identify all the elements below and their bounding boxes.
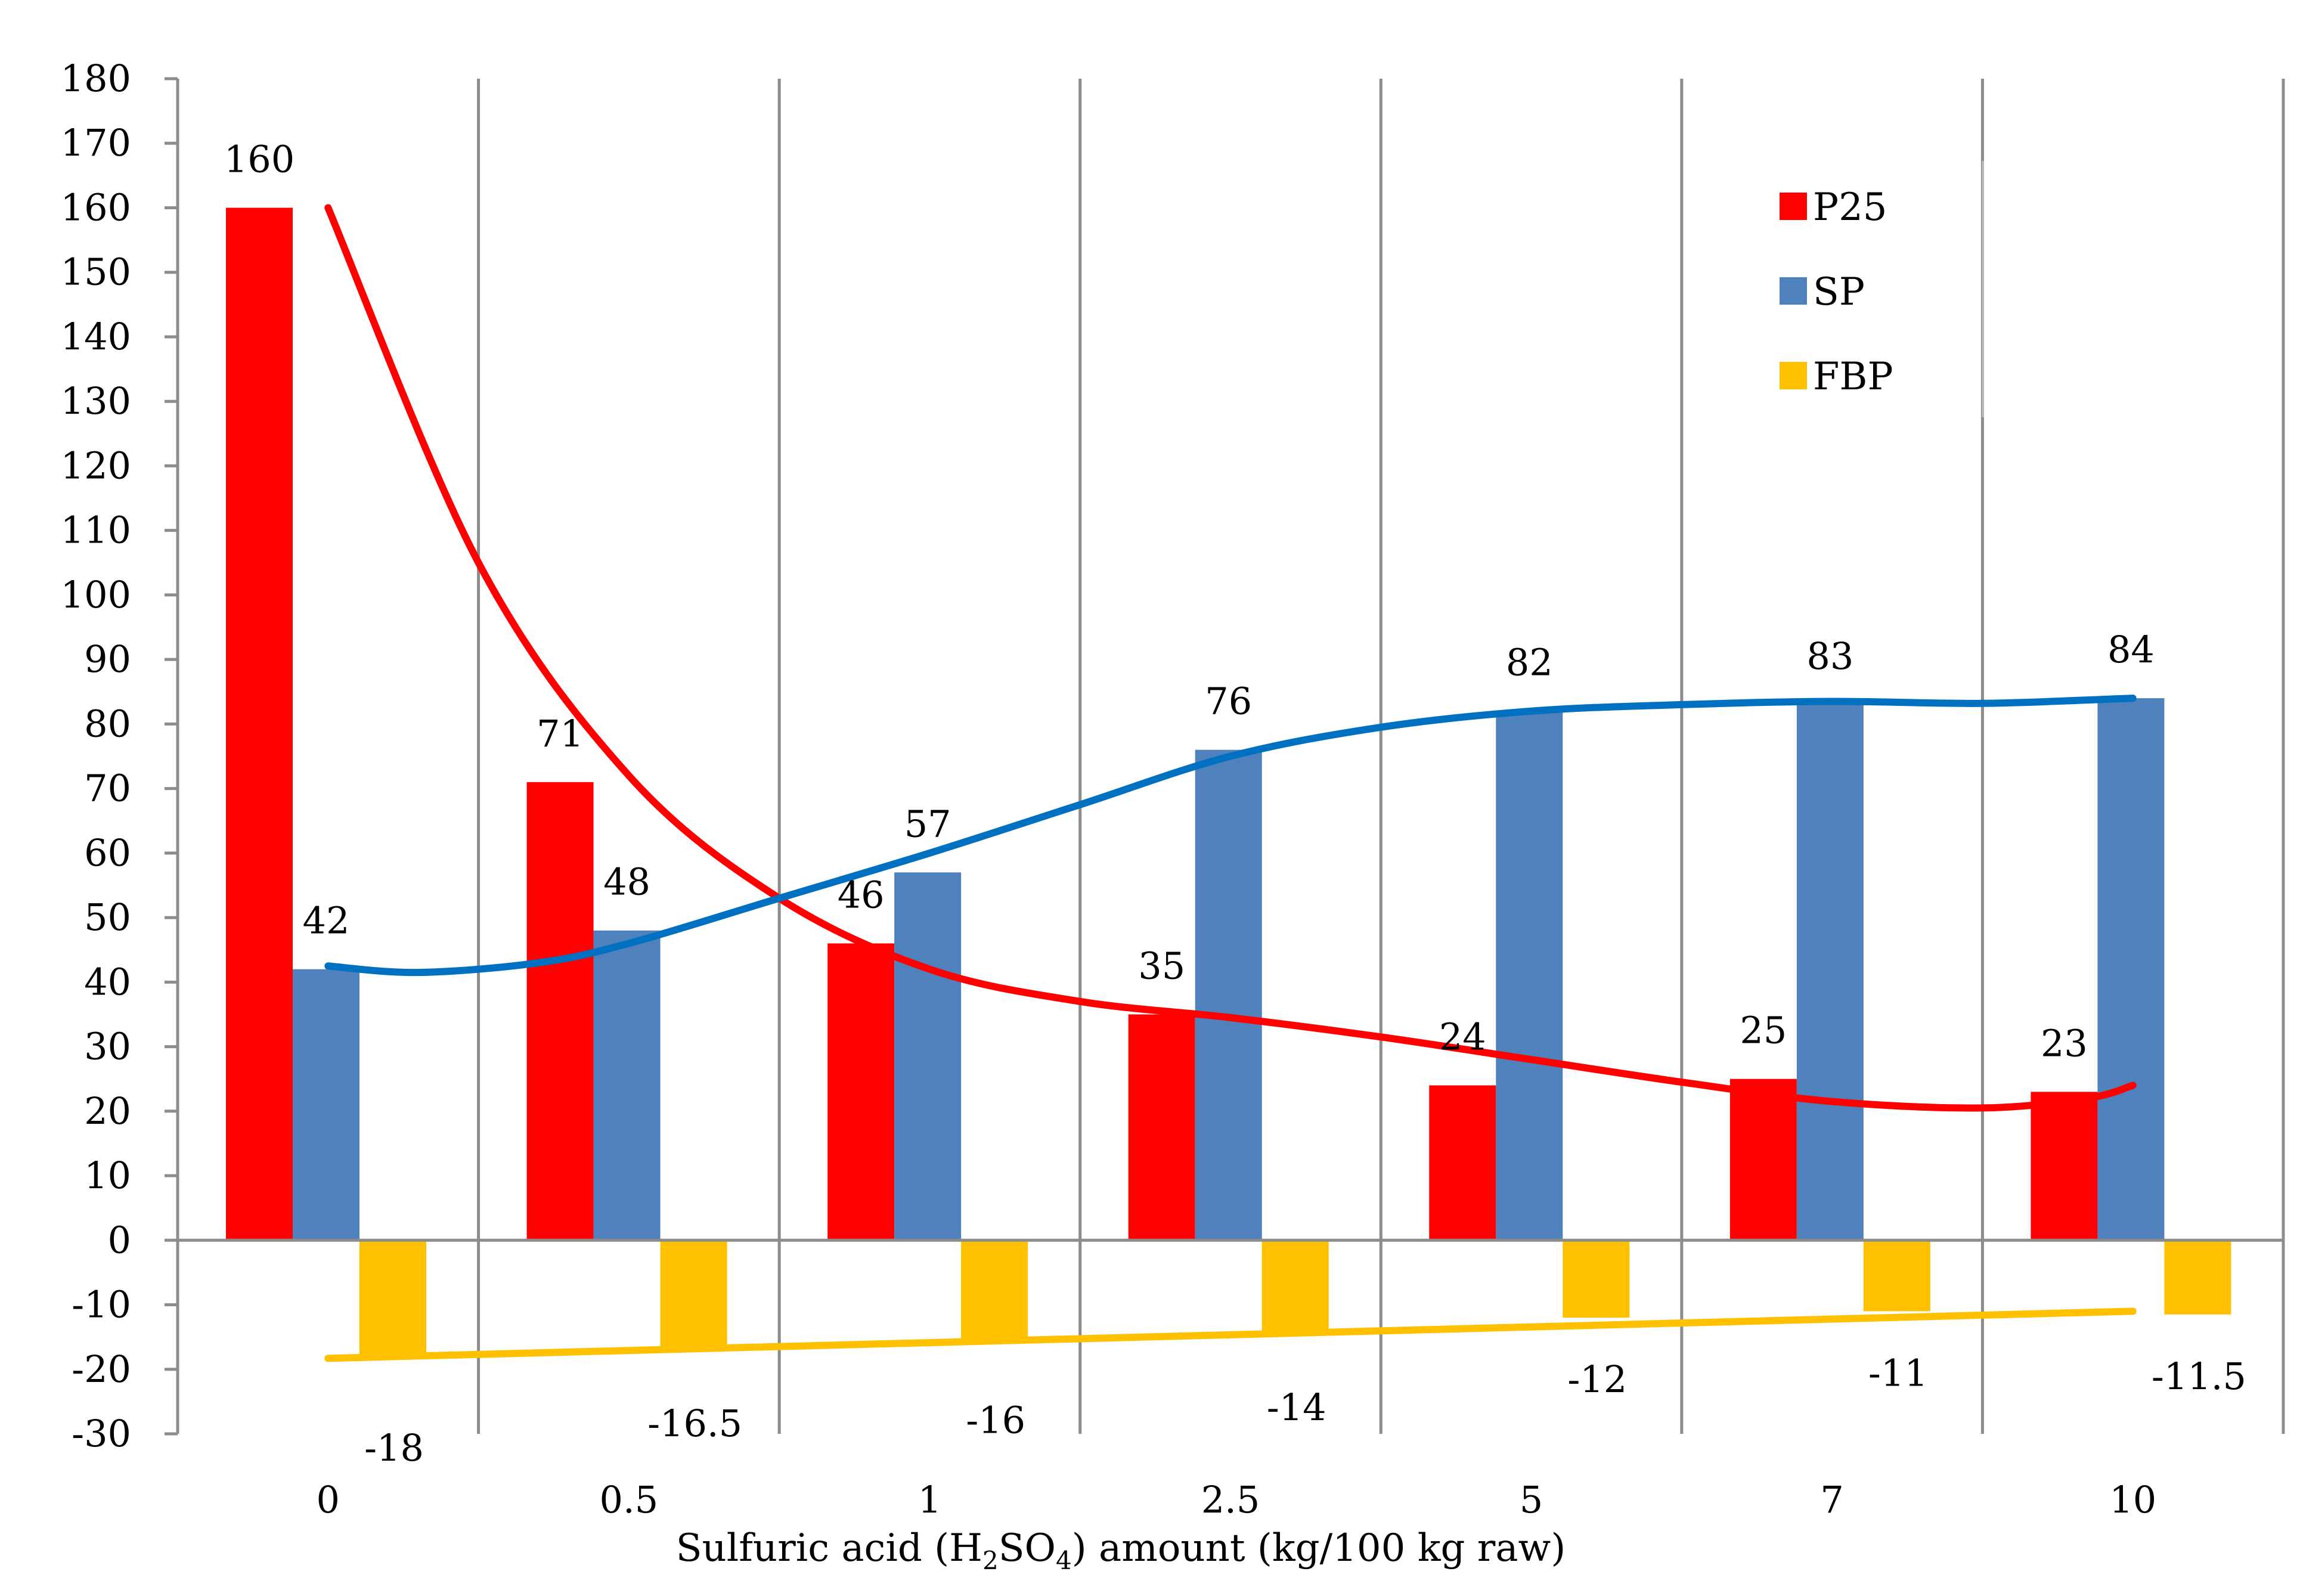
data-label-fbp: -16 (966, 1398, 1025, 1442)
legend-label-sp: SP (1813, 270, 1865, 314)
data-label-sp: 84 (2107, 628, 2155, 671)
x-tick-label: 7 (1820, 1478, 1843, 1521)
bar-p25 (1729, 1079, 1797, 1241)
data-label-p25: 25 (1740, 1009, 1787, 1052)
y-tick-label: 30 (84, 1025, 131, 1068)
x-axis-title-subscript: 2 (982, 1546, 999, 1575)
y-tick-label: 20 (84, 1089, 131, 1133)
bar-fbp (2164, 1240, 2231, 1315)
bars (226, 207, 2231, 1357)
data-label-fbp: -16.5 (647, 1402, 742, 1445)
gridlines (477, 79, 2285, 1434)
data-label-p25: 160 (224, 137, 295, 181)
bar-sp (2097, 698, 2165, 1241)
y-tick-label: 160 (61, 185, 131, 229)
data-label-fbp: -18 (364, 1426, 424, 1470)
bar-p25 (226, 207, 293, 1241)
y-tick-label: -30 (72, 1412, 131, 1455)
bar-sp (1796, 704, 1864, 1241)
data-label-fbp: -14 (1267, 1386, 1326, 1429)
y-tick-label: 70 (84, 767, 131, 810)
y-tick-label: -10 (72, 1283, 131, 1327)
x-tick-label: 0.5 (600, 1478, 659, 1521)
data-label-sp: 83 (1806, 634, 1853, 678)
data-label-sp: 42 (303, 899, 350, 943)
trendlines (324, 204, 2137, 1362)
y-tick-label: 170 (61, 121, 131, 165)
data-label-fbp: -12 (1567, 1358, 1627, 1401)
data-label-p25: 46 (838, 873, 885, 916)
trendline-fbp (324, 1307, 2137, 1362)
bar-fbp (961, 1240, 1028, 1344)
data-label-sp: 57 (904, 802, 951, 845)
y-tick-label: 140 (61, 315, 131, 358)
x-axis-title-subscript: 4 (1056, 1546, 1072, 1575)
bar-p25 (1128, 1014, 1195, 1241)
bar-sp (1195, 749, 1262, 1241)
y-tick-label: 0 (108, 1218, 131, 1262)
legend-swatch-p25 (1780, 193, 1807, 220)
bar-sp (593, 930, 661, 1241)
y-tick-label: -20 (72, 1347, 131, 1391)
bar-fbp (1563, 1240, 1630, 1318)
bar-sp (1496, 711, 1563, 1241)
bar-p25 (1429, 1085, 1496, 1241)
x-axis-title-part: Sulfuric acid (H (676, 1526, 982, 1570)
y-tick-label: 90 (84, 637, 131, 681)
data-label-fbp: -11 (1868, 1351, 1928, 1394)
x-tick-label: 1 (918, 1478, 941, 1521)
x-axis-title: Sulfuric acid (H2SO4) amount (kg/100 kg … (676, 1526, 1566, 1575)
data-labels: 160 71 46 35 24 25 23 42 48 57 76 82 83 84 -18 -16.5 -16… (224, 137, 2246, 1470)
y-tick-label: 100 (61, 573, 131, 616)
data-label-p25: 35 (1138, 944, 1185, 987)
x-tick-label: 2.5 (1201, 1478, 1260, 1521)
axes: -30-20-100102030405060708090100110120130… (61, 57, 2283, 1521)
legend-swatch-fbp (1780, 362, 1807, 389)
bar-p25 (2031, 1092, 2098, 1241)
data-label-sp: 82 (1506, 641, 1553, 684)
bar-p25 (526, 782, 594, 1241)
data-label-p25: 24 (1439, 1015, 1486, 1059)
bar-fbp (660, 1240, 727, 1347)
y-tick-label: 130 (61, 379, 131, 423)
y-tick-label: 150 (61, 250, 131, 294)
x-axis-title-part: SO (999, 1526, 1056, 1570)
data-label-fbp: -11.5 (2152, 1355, 2246, 1398)
legend-label-p25: P25 (1813, 185, 1887, 230)
x-tick-label: 5 (1520, 1478, 1543, 1521)
x-axis-title-part: ) amount (kg/100 kg raw) (1072, 1526, 1566, 1570)
data-label-sp: 76 (1205, 680, 1252, 723)
y-tick-label: 50 (84, 895, 131, 939)
legend-label-fbp: FBP (1813, 355, 1893, 399)
data-label-p25: 71 (537, 712, 584, 755)
y-tick-label: 110 (61, 509, 131, 552)
y-tick-label: 40 (84, 960, 131, 1003)
bar-sp (293, 969, 359, 1241)
x-tick-label: 10 (2109, 1478, 2156, 1521)
bar-sp (894, 872, 962, 1241)
y-tick-label: 120 (61, 444, 131, 487)
x-tick-label: 0 (317, 1478, 340, 1521)
y-tick-label: 10 (84, 1154, 131, 1197)
y-tick-label: 80 (84, 702, 131, 745)
bar-fbp (359, 1240, 426, 1357)
bar-p25 (827, 943, 895, 1241)
y-tick-label: 60 (84, 831, 131, 875)
y-tick-label: 180 (61, 57, 131, 100)
bar-fbp (1863, 1240, 1930, 1312)
legend-swatch-sp (1780, 277, 1807, 305)
data-label-sp: 48 (603, 860, 650, 904)
legend: P25 SP FBP (1780, 161, 1984, 417)
bar-fbp (1261, 1240, 1329, 1331)
trendline-sp (324, 695, 2137, 977)
trendline-p25 (324, 204, 2137, 1112)
data-label-p25: 23 (2041, 1021, 2088, 1065)
